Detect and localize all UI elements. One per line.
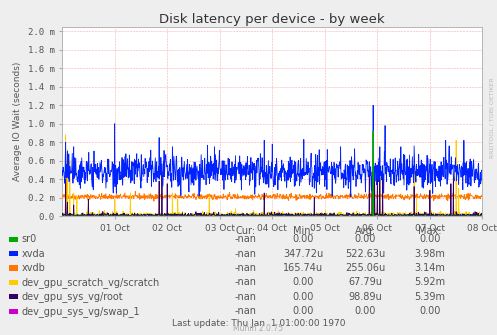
Text: 0.00: 0.00 — [419, 234, 441, 244]
Text: Min:: Min: — [293, 226, 314, 236]
Text: -nan: -nan — [235, 292, 257, 302]
Text: dev_gpu_scratch_vg/scratch: dev_gpu_scratch_vg/scratch — [21, 277, 160, 288]
Text: 0.00: 0.00 — [292, 277, 314, 287]
Text: Avg:: Avg: — [355, 226, 376, 236]
Text: 3.14m: 3.14m — [414, 263, 445, 273]
Text: 5.39m: 5.39m — [414, 292, 445, 302]
Text: -nan: -nan — [235, 306, 257, 316]
Text: xvdb: xvdb — [21, 263, 45, 273]
Text: 0.00: 0.00 — [354, 306, 376, 316]
Text: 98.89u: 98.89u — [348, 292, 382, 302]
Text: -nan: -nan — [235, 277, 257, 287]
Text: 0.00: 0.00 — [419, 306, 441, 316]
Text: 522.63u: 522.63u — [345, 249, 385, 259]
Y-axis label: Average IO Wait (seconds): Average IO Wait (seconds) — [13, 62, 22, 181]
Text: 0.00: 0.00 — [354, 234, 376, 244]
Text: Last update: Thu Jan  1 01:00:00 1970: Last update: Thu Jan 1 01:00:00 1970 — [171, 319, 345, 328]
Text: dev_gpu_sys_vg/swap_1: dev_gpu_sys_vg/swap_1 — [21, 306, 140, 317]
Text: -nan: -nan — [235, 263, 257, 273]
Text: 255.06u: 255.06u — [345, 263, 385, 273]
Text: Max:: Max: — [418, 226, 442, 236]
Text: 3.98m: 3.98m — [414, 249, 445, 259]
Text: Munin 2.0.75: Munin 2.0.75 — [234, 324, 283, 333]
Text: 0.00: 0.00 — [292, 292, 314, 302]
Text: dev_gpu_sys_vg/root: dev_gpu_sys_vg/root — [21, 291, 123, 302]
Text: 0.00: 0.00 — [292, 234, 314, 244]
Text: -nan: -nan — [235, 234, 257, 244]
Text: Cur:: Cur: — [236, 226, 256, 236]
Text: RRDTOOL / TOBI OETIKER: RRDTOOL / TOBI OETIKER — [490, 77, 495, 158]
Text: 0.00: 0.00 — [292, 306, 314, 316]
Title: Disk latency per device - by week: Disk latency per device - by week — [160, 13, 385, 26]
Text: xvda: xvda — [21, 249, 45, 259]
Text: 5.92m: 5.92m — [414, 277, 445, 287]
Text: 67.79u: 67.79u — [348, 277, 382, 287]
Text: -nan: -nan — [235, 249, 257, 259]
Text: 347.72u: 347.72u — [283, 249, 323, 259]
Text: sr0: sr0 — [21, 234, 37, 244]
Text: 165.74u: 165.74u — [283, 263, 323, 273]
